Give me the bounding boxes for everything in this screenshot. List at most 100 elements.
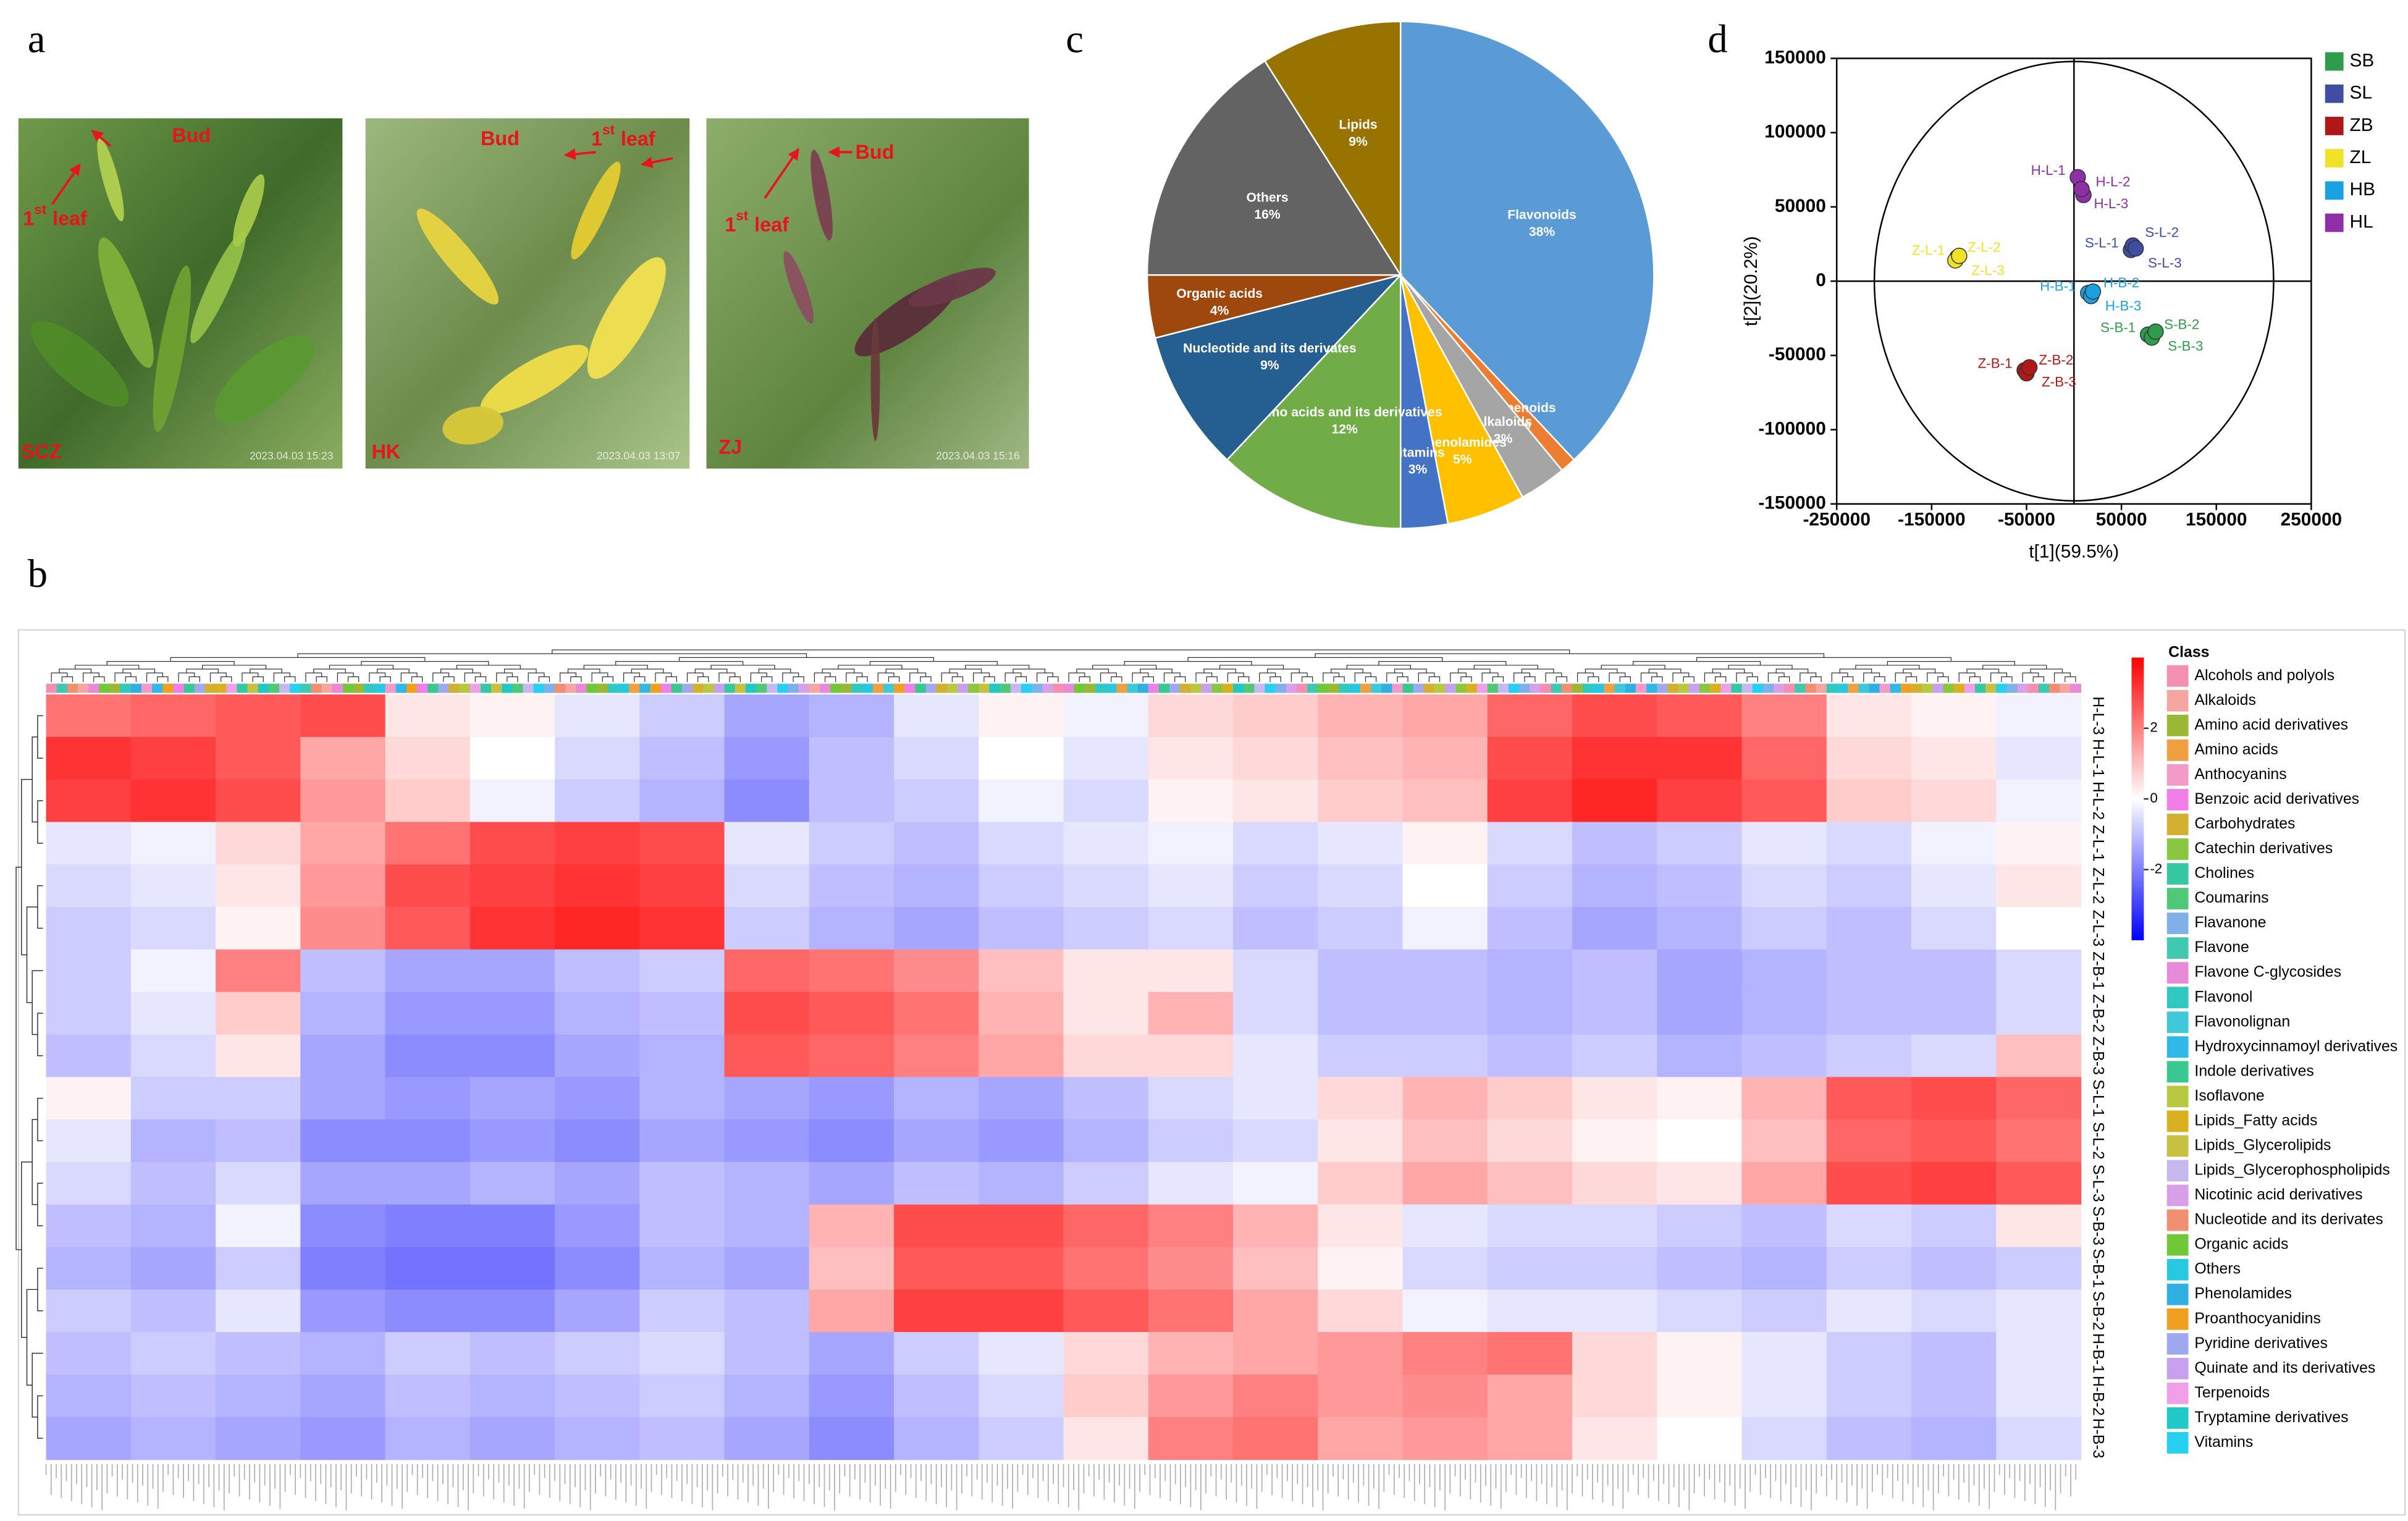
pie-slice [1154, 273, 1404, 461]
bud-label: Bud [481, 127, 520, 150]
heatmap-cell [1572, 1332, 1658, 1375]
heatmap-cell [46, 1077, 132, 1120]
class-strip-cell [946, 683, 958, 693]
heatmap-cell [469, 1119, 555, 1163]
point-label: Z-L-1 [1912, 243, 1945, 258]
class-strip-cell [502, 683, 513, 693]
heatmap-cell [1063, 864, 1149, 908]
legend-swatch [2166, 714, 2189, 736]
heatmap-cell [1148, 694, 1234, 738]
heatmap-cell [809, 1119, 895, 1163]
heatmap-cell [130, 1034, 216, 1078]
heatmap-cell [1826, 864, 1912, 908]
heatmap-cell [1911, 864, 1997, 908]
heatmap-cell [46, 1247, 132, 1291]
legend-label: Catechin derivatives [2194, 840, 2333, 857]
class-strip-cell [767, 683, 778, 693]
heatmap-cell [555, 949, 641, 993]
legend-swatch [2166, 1333, 2189, 1355]
heatmap-cell [894, 864, 980, 908]
photo-timestamp: 2023.04.03 15:23 [250, 450, 333, 462]
heatmap-cell [1572, 992, 1658, 1035]
heatmap-cell [1572, 822, 1658, 866]
class-strip-cell [1063, 683, 1075, 693]
heatmap-cell [216, 1332, 301, 1375]
class-strip-cell [1021, 683, 1032, 693]
x-axis-title: t[1](59.5%) [2029, 542, 2119, 562]
heatmap-cell [130, 1374, 216, 1418]
heatmap-cell [1148, 1119, 1234, 1163]
row-label: S-B-1 [2089, 1249, 2107, 1288]
heatmap-cell [809, 694, 895, 738]
class-strip-cell [1497, 683, 1509, 693]
class-strip-cell [1741, 683, 1753, 693]
leaf-superscript: st [602, 122, 615, 137]
class-strip-cell [385, 683, 397, 693]
heatmap-cell [469, 864, 555, 908]
class-strip-cell [798, 683, 810, 693]
class-strip-cell [67, 683, 78, 693]
y-axis-title: t[2](20.2%) [1741, 236, 1761, 326]
photo-background [706, 118, 1029, 469]
heatmap-cell [1996, 736, 2082, 780]
heatmap-cell [1233, 779, 1319, 823]
class-strip-cell [788, 683, 799, 693]
heatmap-cell [639, 1332, 725, 1375]
class-strip-cell [1466, 683, 1478, 693]
heatmap-cell [894, 949, 980, 993]
class-strip-cell [2060, 683, 2071, 693]
legend-label: Others [2194, 1260, 2241, 1278]
class-strip-cell [300, 683, 311, 693]
class-strip-cell [904, 683, 916, 693]
class-strip-cell [968, 683, 979, 693]
heatmap-cell [385, 779, 471, 823]
heatmap-cell [1996, 822, 2082, 866]
heatmap-cell [130, 1247, 216, 1291]
legend-swatch [2166, 1036, 2189, 1058]
heatmap-cell [216, 1161, 301, 1205]
class-strip-cell [237, 683, 248, 693]
heatmap-cell [1741, 992, 1827, 1035]
class-strip-cell [1265, 683, 1276, 693]
cultivar-label: ZJ [718, 436, 742, 458]
heatmap-cell [1657, 1034, 1743, 1078]
class-strip-cell [290, 683, 301, 693]
legend-swatch [2166, 1357, 2189, 1380]
class-strip-cell [406, 683, 418, 693]
heatmap-cell [469, 1034, 555, 1078]
heatmap-cell [1233, 1417, 1319, 1460]
heatmap-cell [1233, 992, 1319, 1035]
heatmap-cell [130, 907, 216, 950]
class-strip-cell [1720, 683, 1732, 693]
heatmap-cell [809, 1289, 895, 1333]
heatmap-cell [1572, 1417, 1658, 1460]
heatmap-cell [724, 1332, 810, 1375]
legend-swatch [2166, 1258, 2189, 1281]
class-strip-cell [1667, 683, 1679, 693]
heatmap-cell [1657, 736, 1743, 780]
class-strip-cell [1509, 683, 1520, 693]
row-label: S-L-1 [2089, 1079, 2107, 1117]
heatmap-cell [1911, 1417, 1997, 1460]
legend-swatch [2166, 863, 2189, 885]
heatmap-cell [1911, 907, 1997, 950]
heatmap-cell [809, 1161, 895, 1205]
class-strip-cell [1583, 683, 1594, 693]
photo: Bud 1st leaf ZJ 2023.04.03 15:16 [706, 118, 1029, 469]
x-tick-label: 150000 [2186, 510, 2247, 530]
heatmap-cell [639, 694, 725, 738]
confidence-ellipse [1873, 61, 2275, 502]
heatmap-cell [46, 992, 132, 1035]
heatmap-cell [1911, 1161, 1997, 1205]
y-tick-label: 0 [1816, 270, 1826, 290]
heatmap-cell [1402, 1374, 1488, 1418]
heatmap-cell [1657, 1204, 1743, 1248]
heatmap-cell [1996, 779, 2082, 823]
heatmap-cell [130, 1077, 216, 1120]
leaf-shape [98, 237, 154, 368]
cultivar-label: SCZ [22, 440, 62, 463]
class-strip-cell [735, 683, 746, 693]
heatmap-cell [1996, 1417, 2082, 1460]
slice-percent: 3% [1494, 432, 1513, 446]
cultivar-label: HK [372, 440, 401, 463]
